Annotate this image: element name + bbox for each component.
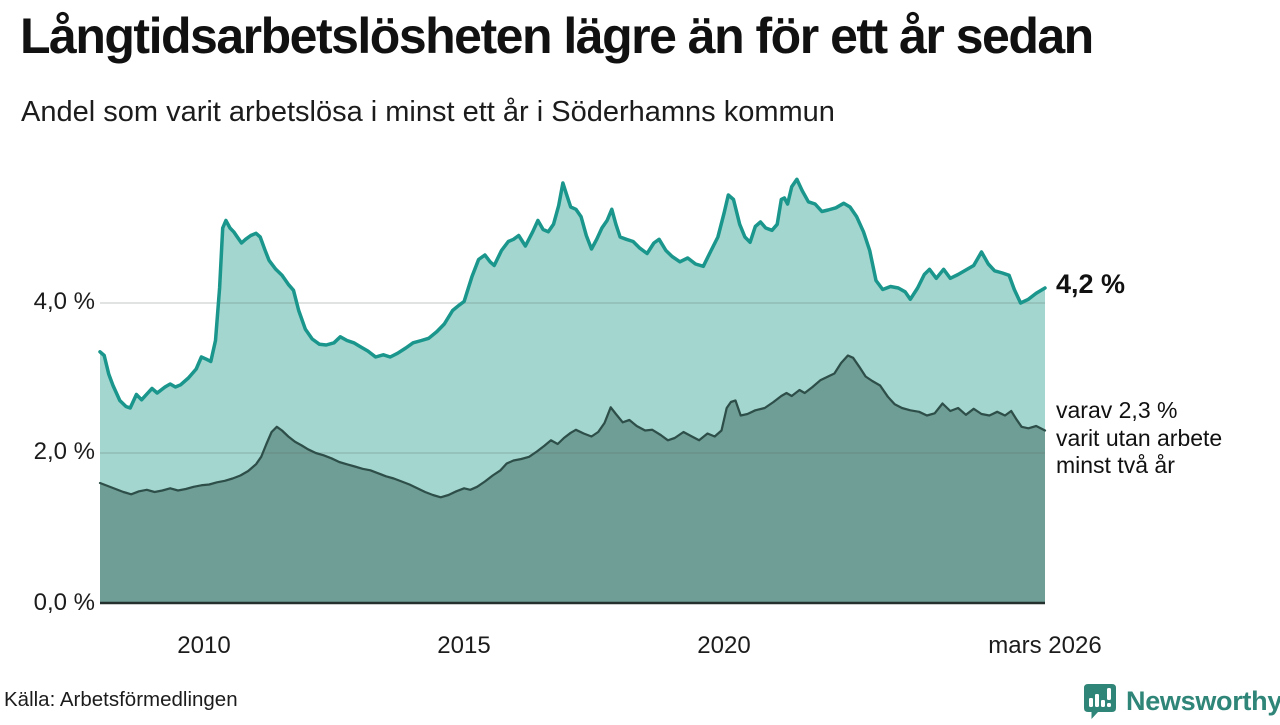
annotation-subset-line3: minst två år bbox=[1056, 452, 1175, 478]
area-fill-1 bbox=[100, 355, 1045, 603]
annotation-subset: varav 2,3 % varit utan arbete minst två … bbox=[1056, 397, 1222, 480]
newsworthy-wordmark: Newsworthy bbox=[1126, 686, 1280, 716]
y-tick-0: 0,0 % bbox=[33, 589, 95, 616]
chart-subtitle: Andel som varit arbetslösa i minst ett å… bbox=[21, 96, 835, 128]
newsworthy-logo-icon bbox=[1081, 682, 1119, 720]
source-credit: Källa: Arbetsförmedlingen bbox=[4, 688, 238, 711]
series-line-0 bbox=[98, 177, 1047, 410]
x-tick-2010: 2010 bbox=[177, 632, 231, 659]
annotation-subset-line2: varit utan arbete bbox=[1056, 424, 1223, 451]
x-tick-2015: 2015 bbox=[437, 632, 491, 659]
y-tick-4: 4,0 % bbox=[33, 288, 95, 315]
newsworthy-logo: Newsworthy bbox=[1081, 682, 1280, 720]
series-line-1 bbox=[98, 354, 1047, 499]
annotation-latest-total: 4,2 % bbox=[1056, 269, 1126, 299]
x-tick-mars-2026: mars 2026 bbox=[988, 632, 1102, 659]
x-tick-2020: 2020 bbox=[697, 632, 751, 659]
chart-title: Långtidsarbetslösheten lägre än för ett … bbox=[20, 8, 1094, 64]
annotation-subset-line1: varav 2,3 % bbox=[1056, 397, 1178, 423]
y-tick-2: 2,0 % bbox=[33, 438, 95, 465]
